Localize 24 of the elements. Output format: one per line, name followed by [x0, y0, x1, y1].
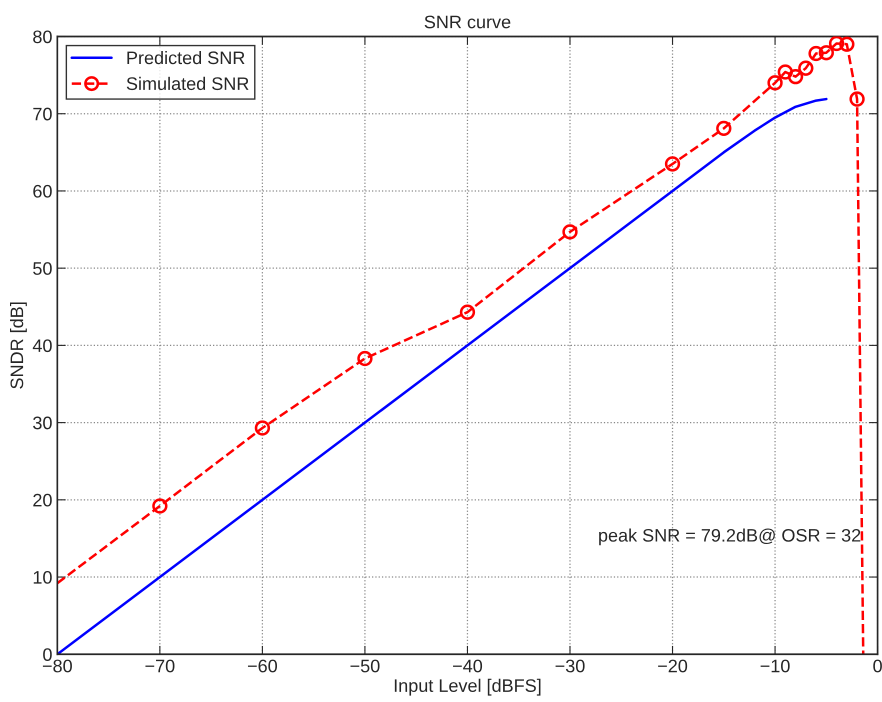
y-tick-label: 0: [43, 648, 52, 661]
y-tick-label: 60: [33, 184, 52, 198]
x-tick-label: −20: [658, 660, 688, 672]
y-tick-label: 30: [33, 416, 52, 430]
x-tick-label: −40: [453, 660, 482, 672]
y-tick-label: 80: [33, 30, 52, 44]
x-tick-label: −10: [760, 660, 790, 672]
x-axis-title: Input Level [dBFS]: [394, 678, 540, 696]
y-tick-label: 20: [33, 494, 52, 507]
chart-title: SNR curve: [424, 16, 510, 28]
x-tick-label: 0: [873, 660, 882, 672]
y-axis-title: SNDR [dB]: [10, 302, 27, 389]
x-tick-label: −80: [42, 660, 72, 672]
x-tick-label: −50: [350, 660, 380, 672]
y-tick-label: 10: [34, 570, 52, 584]
legend-label: Predicted SNR: [127, 50, 245, 64]
y-tick-label: 70: [33, 108, 52, 120]
annotation: peak SNR = 79.2dB@ OSR = 32: [599, 528, 860, 546]
x-tick-label: −60: [248, 660, 278, 672]
x-tick-label: −70: [145, 660, 174, 672]
y-tick-label: 50: [33, 262, 52, 275]
legend-label: Simulated SNR: [126, 76, 249, 90]
x-tick-label: −30: [556, 660, 585, 672]
y-tick-label: 40: [32, 339, 52, 352]
